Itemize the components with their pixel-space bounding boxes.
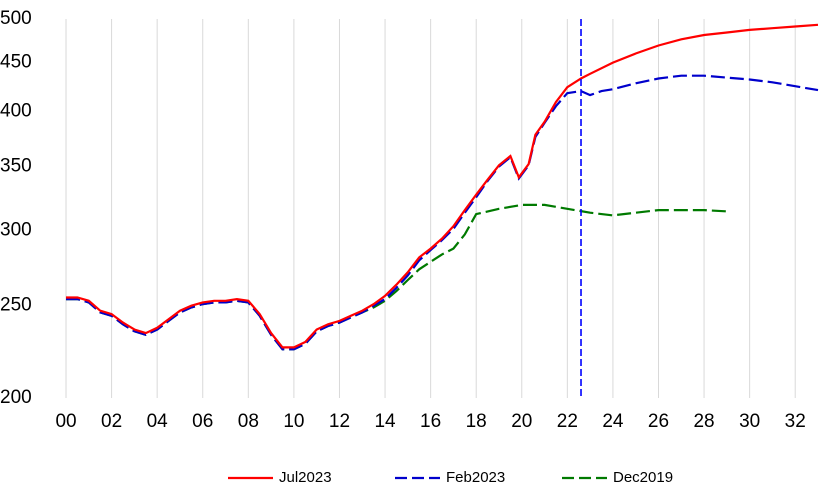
y-tick-label: 300 bbox=[0, 219, 32, 240]
x-tick-label: 30 bbox=[739, 411, 760, 432]
y-tick-label: 200 bbox=[0, 387, 32, 408]
x-tick-label: 08 bbox=[238, 411, 259, 432]
x-tick-label: 22 bbox=[557, 411, 578, 432]
x-tick-label: 24 bbox=[602, 411, 624, 432]
y-tick-label: 350 bbox=[0, 156, 32, 177]
y-tick-label: 500 bbox=[0, 8, 32, 29]
x-tick-label: 10 bbox=[283, 411, 304, 432]
line-series bbox=[66, 203, 727, 351]
x-tick-label: 28 bbox=[693, 411, 714, 432]
x-tick-label: 20 bbox=[511, 411, 532, 432]
y-tick-label: 250 bbox=[0, 295, 32, 316]
legend-label: Jul2023 bbox=[279, 469, 332, 486]
x-tick-label: 04 bbox=[147, 411, 169, 432]
x-tick-label: 26 bbox=[648, 411, 669, 432]
x-tick-label: 06 bbox=[192, 411, 213, 432]
x-tick-label: 16 bbox=[420, 411, 441, 432]
x-tick-label: 02 bbox=[101, 411, 122, 432]
legend-label: Feb2023 bbox=[446, 469, 505, 486]
x-tick-label: 00 bbox=[55, 411, 76, 432]
legend-label: Dec2019 bbox=[613, 469, 673, 486]
line-series bbox=[66, 74, 819, 351]
x-tick-label: 12 bbox=[329, 411, 350, 432]
x-tick-label: 18 bbox=[466, 411, 487, 432]
line-series bbox=[66, 23, 819, 349]
y-tick-label: 400 bbox=[0, 100, 32, 121]
x-tick-label: 32 bbox=[785, 411, 806, 432]
x-tick-label: 14 bbox=[374, 411, 396, 432]
y-tick-label: 450 bbox=[0, 52, 32, 73]
